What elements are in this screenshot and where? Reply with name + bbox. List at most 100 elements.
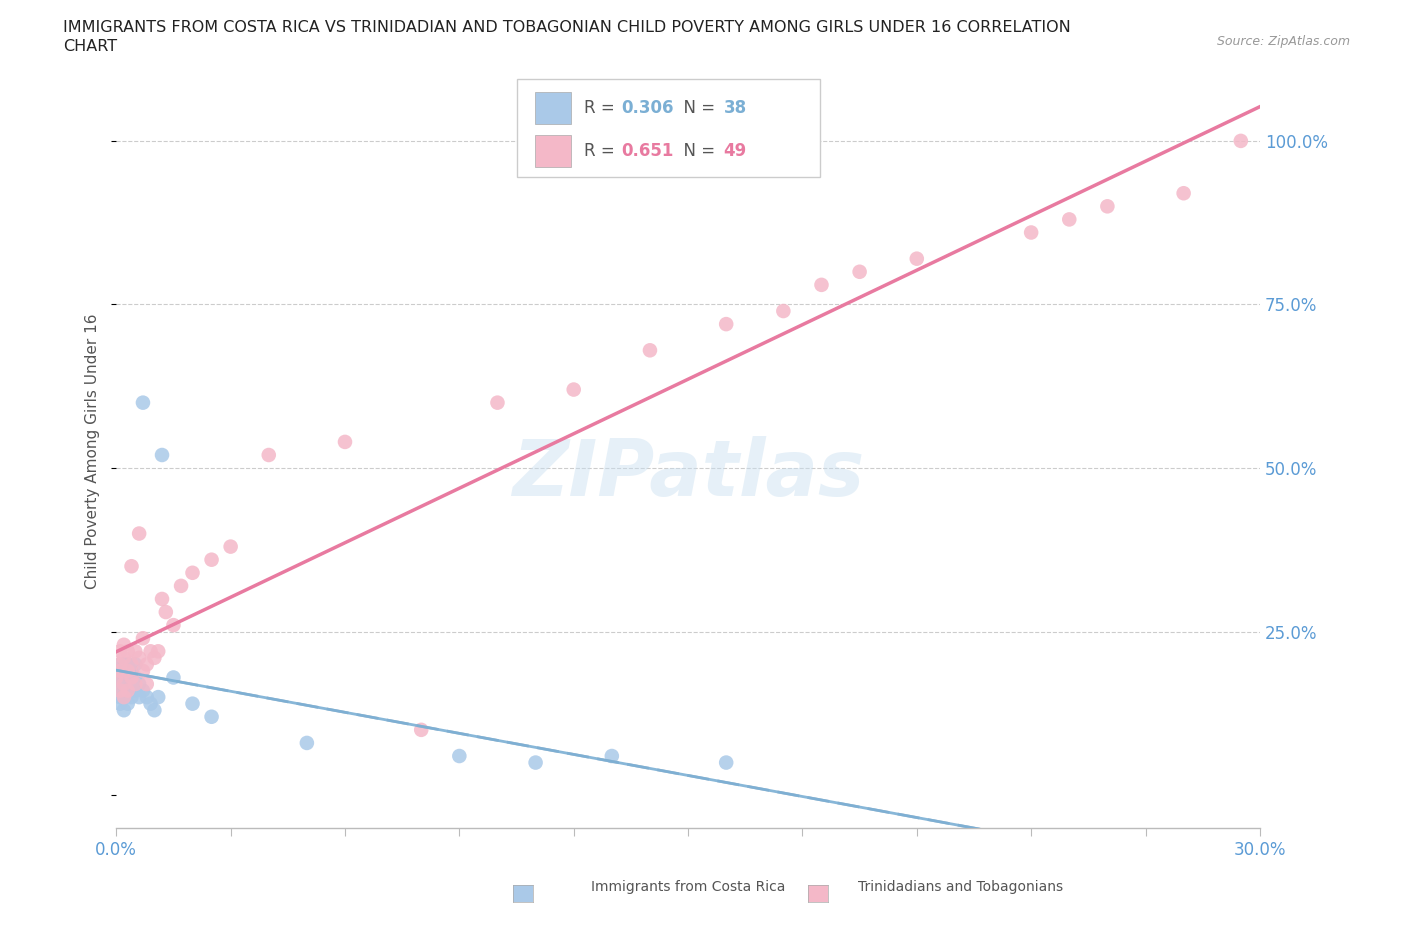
FancyBboxPatch shape (534, 135, 571, 166)
Point (117, 670, 139, 684)
Point (112, 677, 135, 692)
Point (333, 434, 356, 449)
Point (108, 697, 131, 711)
Text: 0.651: 0.651 (621, 141, 673, 160)
Y-axis label: Child Poverty Among Girls Under 16: Child Poverty Among Girls Under 16 (86, 314, 100, 590)
Point (132, 631, 155, 645)
Text: Immigrants from Costa Rica: Immigrants from Costa Rica (591, 880, 785, 894)
Text: 0.306: 0.306 (621, 100, 675, 117)
Point (105, 670, 128, 684)
Point (108, 690, 131, 705)
Point (150, 591, 173, 606)
Point (108, 663, 131, 678)
Point (139, 644, 162, 658)
FancyBboxPatch shape (516, 79, 820, 177)
Point (714, 317, 737, 332)
Point (135, 657, 157, 671)
Point (112, 677, 135, 692)
Point (112, 690, 135, 705)
Point (124, 684, 146, 698)
Point (128, 526, 150, 541)
Point (411, 723, 433, 737)
Text: N =: N = (673, 141, 721, 160)
Point (121, 657, 143, 671)
Point (112, 684, 135, 698)
Point (524, 755, 547, 770)
Point (162, 618, 184, 632)
Point (181, 697, 204, 711)
Point (112, 637, 135, 652)
Point (143, 650, 166, 665)
Point (257, 447, 280, 462)
Point (1230, 133, 1253, 148)
Point (150, 447, 173, 462)
Point (1019, 225, 1042, 240)
Point (108, 657, 131, 671)
Point (108, 644, 131, 658)
Point (105, 677, 128, 692)
Point (121, 670, 143, 684)
Text: Source: ZipAtlas.com: Source: ZipAtlas.com (1216, 35, 1350, 48)
Point (132, 395, 155, 410)
Point (486, 395, 509, 410)
Point (1173, 186, 1195, 201)
Point (449, 749, 471, 764)
Point (600, 749, 623, 764)
Point (124, 657, 146, 671)
Point (1059, 212, 1081, 227)
Point (162, 670, 184, 684)
Text: Trinidadians and Tobagonians: Trinidadians and Tobagonians (858, 880, 1063, 894)
Point (148, 644, 170, 658)
Point (128, 650, 150, 665)
Text: IMMIGRANTS FROM COSTA RICA VS TRINIDADIAN AND TOBAGONIAN CHILD POVERTY AMONG GIR: IMMIGRANTS FROM COSTA RICA VS TRINIDADIA… (63, 20, 1071, 35)
Point (135, 690, 157, 705)
FancyBboxPatch shape (534, 92, 571, 124)
Point (132, 663, 155, 678)
Point (121, 663, 143, 678)
Point (112, 650, 135, 665)
Point (121, 677, 143, 692)
Point (139, 697, 162, 711)
Point (117, 684, 139, 698)
Point (810, 277, 832, 292)
Text: ZIPatlas: ZIPatlas (512, 436, 865, 512)
Point (295, 736, 318, 751)
Point (124, 670, 146, 684)
Text: 49: 49 (724, 141, 747, 160)
Point (108, 670, 131, 684)
Point (170, 578, 193, 593)
Point (905, 251, 928, 266)
Text: R =: R = (583, 100, 620, 117)
Point (148, 690, 170, 705)
Point (108, 684, 131, 698)
Point (143, 703, 166, 718)
Point (772, 303, 794, 318)
Point (124, 677, 146, 692)
Point (1097, 199, 1119, 214)
Point (117, 663, 139, 678)
Point (124, 644, 146, 658)
Point (108, 663, 131, 678)
Text: N =: N = (673, 100, 721, 117)
Point (121, 690, 143, 705)
Point (562, 382, 585, 397)
Point (128, 690, 150, 705)
Point (128, 677, 150, 692)
Point (155, 604, 177, 619)
Point (112, 657, 135, 671)
Point (219, 539, 242, 554)
Point (714, 755, 737, 770)
Point (132, 684, 155, 698)
Point (112, 703, 135, 718)
Point (638, 343, 661, 358)
Point (121, 559, 143, 574)
Point (117, 697, 139, 711)
Point (117, 684, 139, 698)
Point (200, 552, 222, 567)
Point (108, 657, 131, 671)
Point (117, 644, 139, 658)
Point (200, 710, 222, 724)
Text: R =: R = (583, 141, 620, 160)
Point (181, 565, 204, 580)
Text: 38: 38 (724, 100, 747, 117)
